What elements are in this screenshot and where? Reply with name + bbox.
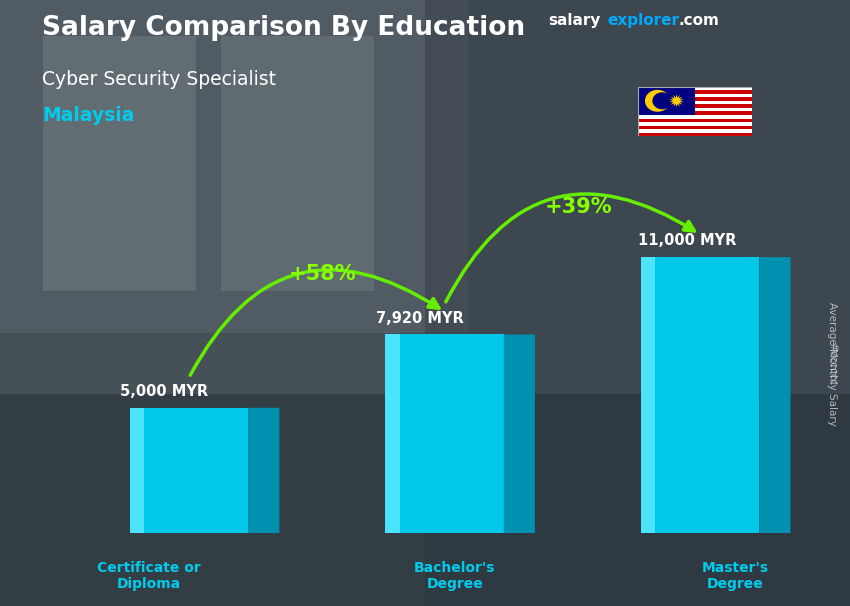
Text: 11,000 MYR: 11,000 MYR xyxy=(638,233,736,248)
Text: +58%: +58% xyxy=(289,264,357,284)
Text: #cccccc: #cccccc xyxy=(827,342,837,385)
Bar xyxy=(638,87,752,90)
Polygon shape xyxy=(248,408,280,533)
Text: salary: salary xyxy=(548,13,601,28)
Text: Cyber Security Specialist: Cyber Security Specialist xyxy=(42,70,276,88)
Text: +39%: +39% xyxy=(545,197,612,217)
Bar xyxy=(0,394,850,606)
Bar xyxy=(638,87,694,115)
Text: Certificate or
Diploma: Certificate or Diploma xyxy=(97,561,201,591)
Text: Bachelor's
Degree: Bachelor's Degree xyxy=(414,561,496,591)
Polygon shape xyxy=(385,335,400,533)
Bar xyxy=(638,112,752,115)
Bar xyxy=(638,108,752,112)
Text: 5,000 MYR: 5,000 MYR xyxy=(121,384,208,399)
Bar xyxy=(638,90,752,94)
Polygon shape xyxy=(130,408,248,533)
Polygon shape xyxy=(645,90,670,112)
Text: Master's
Degree: Master's Degree xyxy=(702,561,768,591)
Bar xyxy=(638,119,752,122)
Bar xyxy=(638,94,752,97)
Polygon shape xyxy=(504,335,535,533)
Bar xyxy=(425,0,850,606)
Polygon shape xyxy=(641,257,655,533)
Polygon shape xyxy=(653,92,672,109)
Polygon shape xyxy=(130,408,144,533)
Bar xyxy=(638,101,752,104)
Text: 7,920 MYR: 7,920 MYR xyxy=(376,311,464,325)
Bar xyxy=(638,129,752,133)
Bar xyxy=(42,36,196,291)
Polygon shape xyxy=(385,335,504,533)
Polygon shape xyxy=(641,257,759,533)
Bar xyxy=(0,0,468,333)
Bar xyxy=(638,104,752,108)
Text: .com: .com xyxy=(678,13,719,28)
Bar xyxy=(638,87,752,136)
Text: Malaysia: Malaysia xyxy=(42,106,135,125)
Bar xyxy=(638,125,752,129)
Bar xyxy=(638,122,752,125)
Polygon shape xyxy=(759,257,791,533)
Bar xyxy=(638,115,752,119)
Text: explorer: explorer xyxy=(607,13,679,28)
Text: Average Monthly Salary: Average Monthly Salary xyxy=(827,302,837,425)
Bar xyxy=(638,97,752,101)
Polygon shape xyxy=(669,95,683,107)
Text: Salary Comparison By Education: Salary Comparison By Education xyxy=(42,15,525,41)
Bar xyxy=(221,36,374,291)
Bar xyxy=(638,133,752,136)
